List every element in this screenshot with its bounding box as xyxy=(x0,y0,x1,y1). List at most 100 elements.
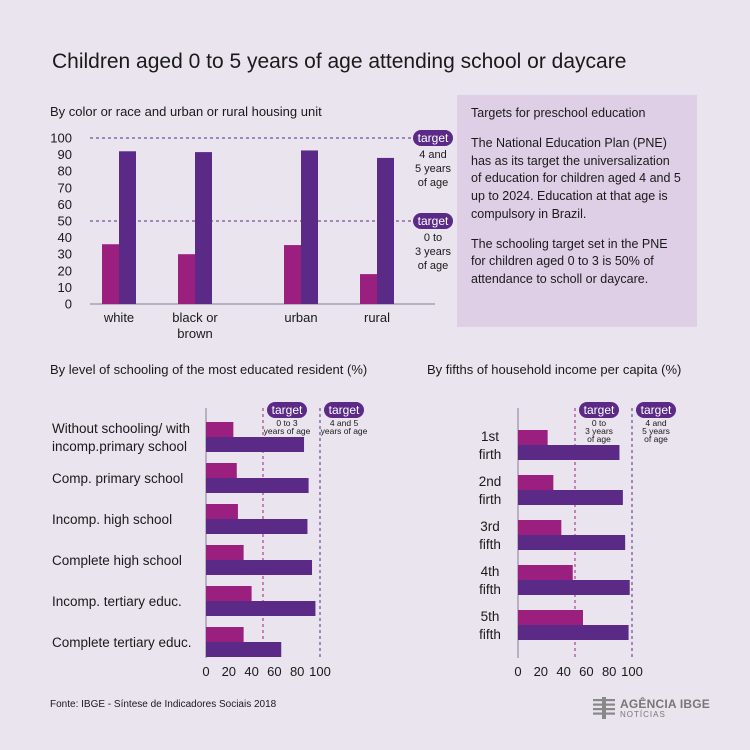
bar-age-0-3 xyxy=(102,244,119,304)
y-tick-label: 50 xyxy=(58,214,72,229)
info-heading: Targets for preschool education xyxy=(471,106,646,120)
y-tick-label: 20 xyxy=(58,263,72,278)
category-label: 5th xyxy=(481,609,500,624)
target-label: 4 and 5 xyxy=(330,418,359,428)
target-label: 3 years xyxy=(415,246,452,258)
bar-age-0-3 xyxy=(518,565,573,580)
target-label: 0 to xyxy=(424,232,442,244)
x-category-label: brown xyxy=(177,326,212,341)
x-tick-label: 60 xyxy=(579,664,593,679)
x-tick-label: 20 xyxy=(222,664,236,679)
target-label: years of age xyxy=(264,426,311,436)
bar-age-4-5 xyxy=(206,437,305,452)
info-paragraph-1: The National Education Plan (PNE) has as… xyxy=(471,135,681,221)
category-label: fifth xyxy=(479,627,501,642)
x-tick-label: 40 xyxy=(556,664,570,679)
y-tick-label: 0 xyxy=(65,297,72,312)
target-1-badge xyxy=(636,402,676,418)
bar-age-0-3 xyxy=(178,254,195,304)
target-label: of age xyxy=(418,177,449,189)
bar-age-4-5 xyxy=(206,560,313,575)
category-label: incomp.primary school xyxy=(52,439,187,454)
category-label: Complete tertiary educ. xyxy=(52,635,192,650)
bar-age-0-3 xyxy=(518,475,554,490)
x-tick-label: 20 xyxy=(534,664,548,679)
bar-age-0-3 xyxy=(206,504,238,519)
bar-age-0-3 xyxy=(518,520,562,535)
category-label: Comp. primary school xyxy=(52,471,183,486)
target-0-badge xyxy=(267,402,307,418)
target-1-badge-text: target xyxy=(329,403,360,417)
bar-age-4-5 xyxy=(518,445,620,460)
chart2-title: By level of schooling of the most educat… xyxy=(50,362,368,377)
target-label: of age xyxy=(587,434,611,444)
y-tick-label: 10 xyxy=(58,280,72,295)
source-note: Fonte: IBGE - Síntese de Indicadores Soc… xyxy=(50,699,277,710)
bar-age-0-3 xyxy=(206,545,244,560)
x-tick-label: 80 xyxy=(290,664,304,679)
y-tick-label: 60 xyxy=(58,197,72,212)
category-label: fifth xyxy=(479,537,501,552)
x-tick-label: 0 xyxy=(514,664,521,679)
category-label: 3rd xyxy=(480,519,500,534)
bar-age-4-5 xyxy=(518,490,623,505)
x-tick-label: 100 xyxy=(621,664,643,679)
bar-age-4-5 xyxy=(206,519,308,534)
category-label: Incomp. high school xyxy=(52,512,172,527)
x-category-label: white xyxy=(103,310,134,325)
bar-age-4-5 xyxy=(301,150,318,304)
target-0-badge xyxy=(413,130,453,146)
target-0-badge-text: target xyxy=(272,403,303,417)
bar-age-4-5 xyxy=(195,152,212,304)
x-category-label: black or xyxy=(172,310,218,325)
x-tick-label: 100 xyxy=(309,664,331,679)
y-tick-label: 40 xyxy=(58,230,72,245)
bar-age-0-3 xyxy=(206,463,237,478)
bar-age-4-5 xyxy=(206,478,309,493)
category-label: 2nd xyxy=(479,474,502,489)
page-title: Children aged 0 to 5 years of age attend… xyxy=(52,50,627,73)
target-1-badge-text: target xyxy=(641,403,672,417)
bar-age-0-3 xyxy=(518,610,583,625)
bar-age-0-3 xyxy=(206,586,252,601)
x-tick-label: 80 xyxy=(602,664,616,679)
category-label: 4th xyxy=(481,564,500,579)
target-1-badge-text: target xyxy=(418,214,449,228)
category-label: Complete high school xyxy=(52,553,182,568)
target-1-badge xyxy=(413,213,453,229)
chart3-title: By fifths of household income per capita… xyxy=(427,362,682,377)
chart1-title: By color or race and urban or rural hous… xyxy=(50,104,322,119)
category-label: Incomp. tertiary educ. xyxy=(52,594,182,609)
bar-age-4-5 xyxy=(518,580,630,595)
bar-age-4-5 xyxy=(206,642,282,657)
x-tick-label: 60 xyxy=(267,664,281,679)
x-category-label: rural xyxy=(364,310,390,325)
y-tick-label: 70 xyxy=(58,180,72,195)
target-1-badge xyxy=(324,402,364,418)
x-tick-label: 0 xyxy=(202,664,209,679)
target-label: 5 years xyxy=(415,163,452,175)
category-label: firth xyxy=(479,492,502,507)
target-label: 4 and xyxy=(419,149,447,161)
info-paragraph-2: The schooling target set in the PNE for … xyxy=(471,236,668,287)
bar-age-4-5 xyxy=(518,535,626,550)
target-label: 0 to xyxy=(592,418,606,428)
agency-logo: AGÊNCIA IBGE NOTÍCIAS xyxy=(592,696,710,720)
category-label: Without schooling/ with xyxy=(52,421,190,436)
ibge-logo-icon xyxy=(593,697,615,719)
y-tick-label: 80 xyxy=(58,164,72,179)
target-label: of age xyxy=(644,434,668,444)
target-0-badge-text: target xyxy=(418,131,449,145)
logo-sub: NOTÍCIAS xyxy=(620,709,666,719)
target-label: 3 years xyxy=(585,426,613,436)
bar-age-0-3 xyxy=(206,627,244,642)
category-label: firth xyxy=(479,447,502,462)
bar-age-4-5 xyxy=(377,157,394,304)
x-tick-label: 40 xyxy=(244,664,258,679)
y-tick-label: 90 xyxy=(58,147,72,162)
target-label: 5 years xyxy=(642,426,670,436)
category-label: fifth xyxy=(479,582,501,597)
